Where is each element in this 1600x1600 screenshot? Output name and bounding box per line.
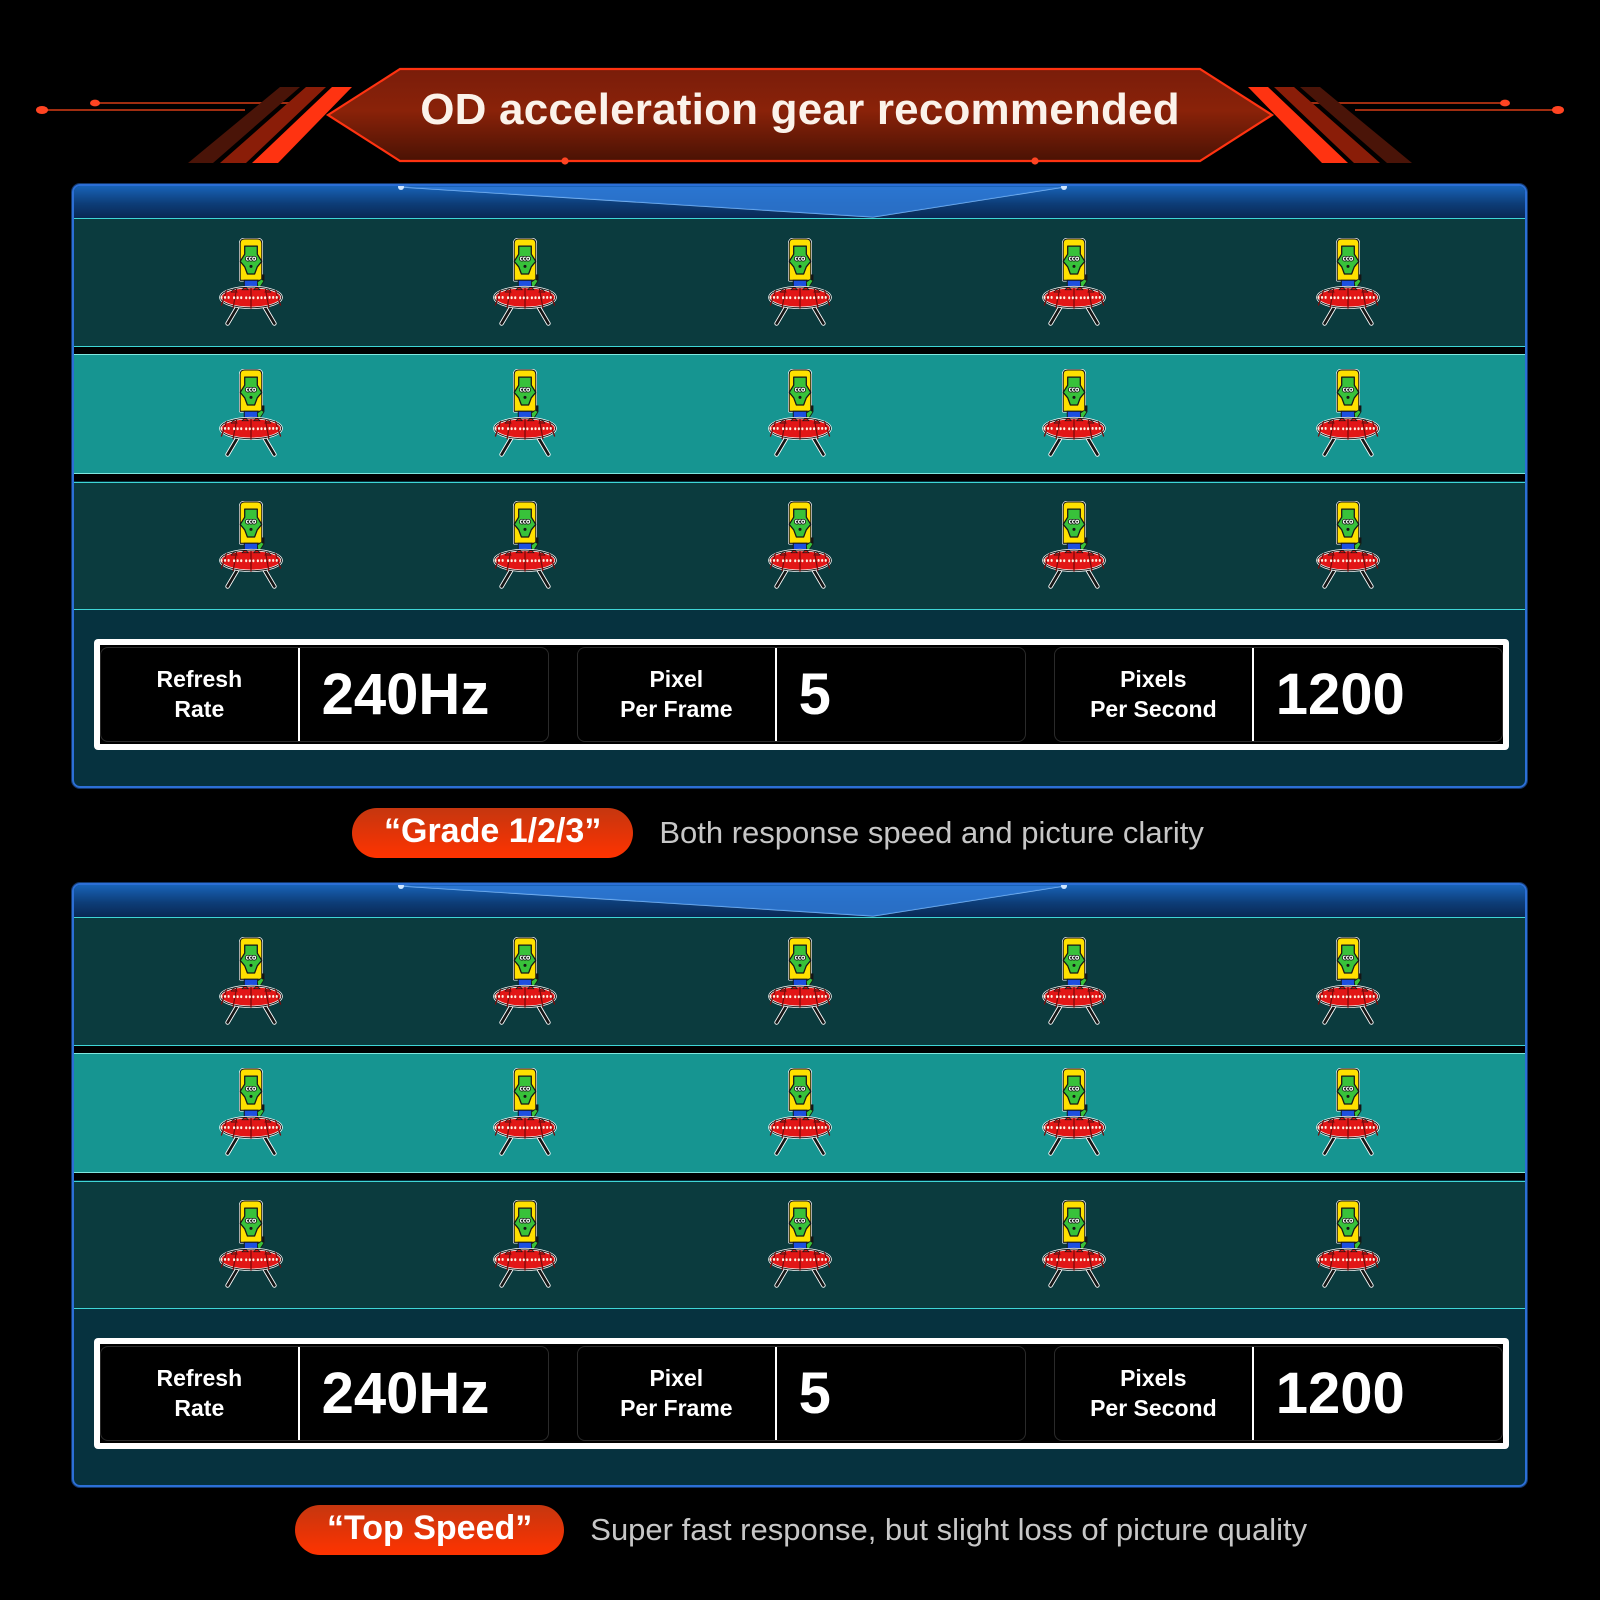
svg-text:OD acceleration gear recommend: OD acceleration gear recommended <box>420 85 1180 134</box>
